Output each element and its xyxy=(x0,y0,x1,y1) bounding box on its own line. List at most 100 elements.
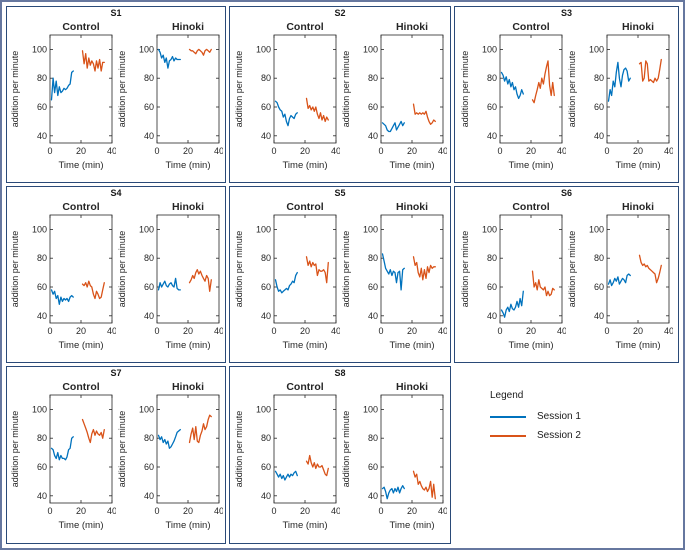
subplot-hinoki: 0 20 40 40 60 80 100 Hinoki addition per minute T… xyxy=(341,201,447,351)
subplot-control: 0 20 40 40 60 80 100 Control addition per minute… xyxy=(234,381,340,531)
subplot-control: 0 20 40 40 60 80 100 Control addition per minute… xyxy=(234,201,340,351)
subplot-control: 0 20 40 40 60 80 100 Control addition per minute… xyxy=(10,21,116,171)
x-axis-label: Time (min) xyxy=(615,340,660,351)
y-tick-label: 40 xyxy=(260,311,270,321)
series-line-session-1 xyxy=(157,428,181,449)
panel-s5: S5 0 20 40 40 60 80 100 Control addition per min… xyxy=(229,186,451,363)
y-tick-label: 60 xyxy=(260,102,270,112)
x-tick-label: 0 xyxy=(271,506,276,516)
y-axis-label: addition per minute xyxy=(234,51,244,128)
x-tick-label: 0 xyxy=(271,146,276,156)
x-axis-label: Time (min) xyxy=(165,340,210,351)
y-axis-label: addition per minute xyxy=(10,411,20,488)
subject-title: S3 xyxy=(560,8,572,18)
x-tick-label: 40 xyxy=(106,146,115,156)
y-tick-label: 60 xyxy=(260,282,270,292)
y-tick-label: 80 xyxy=(594,73,604,83)
subplot-title: Control xyxy=(286,381,323,393)
series-line-session-2 xyxy=(638,58,662,84)
series-line-session-1 xyxy=(50,436,74,461)
y-axis-label: addition per minute xyxy=(117,51,127,128)
subplots-row: 0 20 40 40 60 80 100 Control addition per minute… xyxy=(7,19,225,177)
x-tick-label: 0 xyxy=(154,146,159,156)
x-tick-label: 0 xyxy=(378,506,383,516)
series-line-session-1 xyxy=(274,271,298,294)
x-tick-label: 40 xyxy=(106,326,115,336)
x-axis-label: Time (min) xyxy=(282,340,327,351)
y-tick-label: 80 xyxy=(36,73,46,83)
y-tick-label: 40 xyxy=(143,311,153,321)
series-line-session-1 xyxy=(274,470,298,481)
x-axis-label: Time (min) xyxy=(389,160,434,171)
x-tick-label: 0 xyxy=(47,506,52,516)
y-tick-label: 60 xyxy=(143,282,153,292)
y-tick-label: 80 xyxy=(143,73,153,83)
subplot-control: 0 20 40 40 60 80 100 Control addition per minute… xyxy=(10,381,116,531)
y-tick-label: 80 xyxy=(594,253,604,263)
x-axis-label: Time (min) xyxy=(165,160,210,171)
y-tick-label: 60 xyxy=(594,102,604,112)
y-tick-label: 80 xyxy=(367,433,377,443)
y-tick-label: 100 xyxy=(255,224,270,234)
series-line-session-1 xyxy=(500,71,524,100)
subplot-title: Hinoki xyxy=(395,201,427,213)
y-tick-label: 100 xyxy=(255,44,270,54)
axes-box xyxy=(156,394,219,504)
axes-box xyxy=(273,394,336,504)
y-tick-label: 100 xyxy=(138,44,153,54)
subplot-hinoki: 0 20 40 40 60 80 100 Hinoki addition per minute T… xyxy=(117,201,223,351)
x-tick-label: 20 xyxy=(406,326,416,336)
subplot-title: Hinoki xyxy=(395,21,427,33)
axes-box xyxy=(273,214,336,324)
y-tick-label: 100 xyxy=(138,404,153,414)
series-line-session-2 xyxy=(305,256,329,284)
y-axis-label: addition per minute xyxy=(460,231,470,308)
axes-box xyxy=(380,394,443,504)
x-axis-label: Time (min) xyxy=(615,160,660,171)
subplot-title: Control xyxy=(286,201,323,213)
x-tick-label: 20 xyxy=(299,506,309,516)
series-line-session-2 xyxy=(638,254,662,284)
x-tick-label: 40 xyxy=(213,146,222,156)
subplot-title: Control xyxy=(512,201,549,213)
y-tick-label: 100 xyxy=(255,404,270,414)
subplot-control: 0 20 40 40 60 80 100 Control addition per minute… xyxy=(234,21,340,171)
series-line-session-1 xyxy=(500,290,524,318)
x-axis-label: Time (min) xyxy=(508,340,553,351)
y-axis-label: addition per minute xyxy=(341,51,351,128)
x-tick-label: 20 xyxy=(182,326,192,336)
x-tick-label: 0 xyxy=(271,326,276,336)
y-axis-label: addition per minute xyxy=(341,231,351,308)
y-axis-label: addition per minute xyxy=(117,411,127,488)
panel-s4: S4 0 20 40 40 60 80 100 Control addition per min… xyxy=(6,186,226,363)
y-axis-label: addition per minute xyxy=(567,231,577,308)
y-tick-label: 80 xyxy=(260,73,270,83)
y-tick-label: 40 xyxy=(36,491,46,501)
subplot-hinoki: 0 20 40 40 60 80 100 Hinoki addition per minute T… xyxy=(117,381,223,531)
subplots-row: 0 20 40 40 60 80 100 Control addition per minute… xyxy=(230,199,450,357)
y-tick-label: 100 xyxy=(362,404,377,414)
y-tick-label: 40 xyxy=(367,491,377,501)
x-tick-label: 20 xyxy=(182,146,192,156)
y-tick-label: 60 xyxy=(367,462,377,472)
y-axis-label: addition per minute xyxy=(567,51,577,128)
series-line-session-1 xyxy=(157,277,181,291)
series-line-session-1 xyxy=(381,485,405,500)
subplot-title: Hinoki xyxy=(622,201,654,213)
x-axis-label: Time (min) xyxy=(508,160,553,171)
series-line-session-2 xyxy=(81,418,105,444)
x-tick-label: 20 xyxy=(633,326,643,336)
y-tick-label: 40 xyxy=(260,131,270,141)
x-tick-label: 20 xyxy=(75,326,85,336)
y-tick-label: 100 xyxy=(362,44,377,54)
y-tick-label: 80 xyxy=(36,253,46,263)
subplot-title: Control xyxy=(512,21,549,33)
series-line-session-2 xyxy=(81,280,105,300)
y-tick-label: 40 xyxy=(367,131,377,141)
y-axis-label: addition per minute xyxy=(10,51,20,128)
panel-s7: S7 0 20 40 40 60 80 100 Control addition per min… xyxy=(6,366,226,544)
y-tick-label: 100 xyxy=(138,224,153,234)
subplot-title: Control xyxy=(62,381,99,393)
y-tick-label: 60 xyxy=(143,462,153,472)
